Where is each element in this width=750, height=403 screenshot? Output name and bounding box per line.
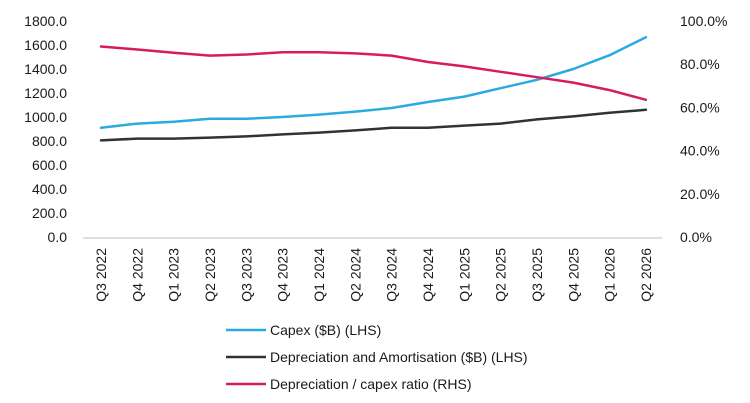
x-tick-label: Q4 2024 (420, 248, 436, 302)
x-tick-label: Q2 2024 (347, 248, 363, 302)
x-tick-label: Q4 2022 (129, 248, 145, 302)
series-line-1 (99, 108, 648, 142)
left-tick-label: 600.0 (32, 157, 67, 173)
x-tick-label: Q2 2026 (638, 248, 654, 302)
legend-label-1: Depreciation and Amortisation ($B) (LHS) (270, 349, 528, 365)
right-tick-label: 80.0% (680, 56, 720, 72)
left-tick-label: 1000.0 (24, 109, 67, 125)
x-tick-label: Q1 2026 (602, 248, 618, 302)
legend-label-0: Capex ($B) (LHS) (270, 322, 381, 338)
x-tick-label: Q3 2024 (384, 248, 400, 302)
right-axis: 0.0% 20.0% 40.0% 60.0% 80.0% 100.0% (680, 13, 727, 245)
left-tick-label: 1800.0 (24, 13, 67, 29)
left-tick-label: 800.0 (32, 133, 67, 149)
series-layer (99, 35, 648, 142)
series-line-2 (99, 45, 648, 102)
legend-label-2: Depreciation / capex ratio (RHS) (270, 376, 472, 392)
left-tick-label: 0.0 (48, 229, 68, 245)
x-tick-label: Q2 2025 (493, 248, 509, 302)
right-tick-label: 100.0% (680, 13, 727, 29)
x-tick-label: Q4 2023 (275, 248, 291, 302)
series-line-0 (99, 35, 648, 130)
left-axis: 0.0 200.0 400.0 600.0 800.0 1000.0 1200.0 1400.… (24, 13, 67, 245)
x-tick-label: Q1 2024 (311, 248, 327, 302)
x-tick-label: Q4 2025 (565, 248, 581, 302)
x-tick-label: Q3 2022 (93, 248, 109, 302)
left-tick-label: 1400.0 (24, 61, 67, 77)
legend: Capex ($B) (LHS) Depreciation and Amortis… (226, 322, 528, 392)
right-tick-label: 20.0% (680, 186, 720, 202)
left-tick-label: 400.0 (32, 181, 67, 197)
x-tick-label: Q2 2023 (202, 248, 218, 302)
x-tick-label: Q3 2023 (238, 248, 254, 302)
left-tick-label: 1600.0 (24, 37, 67, 53)
x-tick-label: Q1 2023 (166, 248, 182, 302)
right-tick-label: 40.0% (680, 143, 720, 159)
left-tick-label: 200.0 (32, 205, 67, 221)
x-tick-label: Q1 2025 (456, 248, 472, 302)
right-tick-label: 0.0% (680, 229, 712, 245)
left-tick-label: 1200.0 (24, 85, 67, 101)
right-tick-label: 60.0% (680, 99, 720, 115)
x-tick-label: Q3 2025 (529, 248, 545, 302)
x-axis: Q3 2022 Q4 2022 Q1 2023 Q2 2023 Q3 2023 Q4 20… (83, 237, 662, 302)
